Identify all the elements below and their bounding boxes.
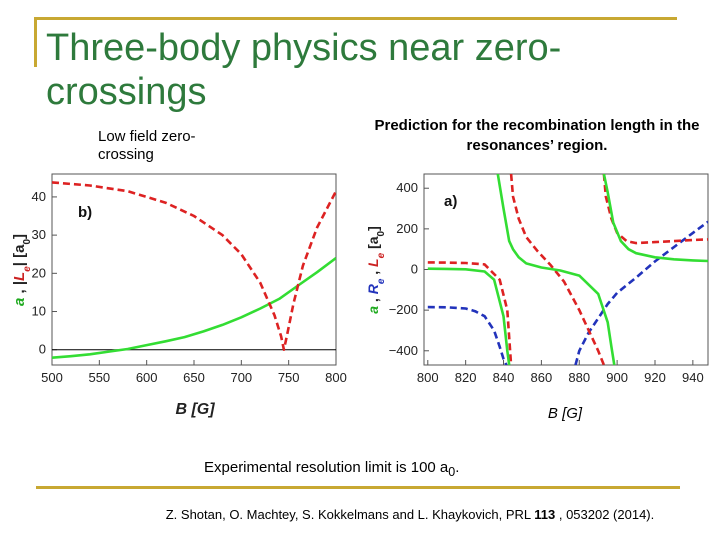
series-line-8 [602, 174, 708, 263]
chart-right: 800 820 840 860 880 900 920 940 −400 −200 0 200 400 a… [365, 173, 709, 422]
x-tick-label: 800 [325, 370, 347, 385]
panel-label: a) [444, 193, 457, 210]
x-tick-label: 750 [278, 370, 300, 385]
y-axis-label-part: R [365, 283, 381, 294]
x-tick-label: 800 [417, 370, 439, 385]
y-axis-label: a , Re , Le [a0] [365, 226, 387, 314]
x-tick-label: 840 [493, 370, 515, 385]
resolution-note-sub: 0 [448, 465, 456, 479]
y-axis-label-part: e [376, 278, 387, 284]
x-tick-label: 900 [606, 370, 628, 385]
series-group [52, 181, 336, 359]
series-line-7 [496, 174, 616, 365]
series-line-4 [509, 174, 606, 365]
y-tick-label: 30 [32, 227, 46, 242]
series-group [427, 174, 708, 365]
y-axis-label-part: L [365, 258, 381, 267]
x-tick-label: 700 [230, 370, 252, 385]
left-accent-bar [34, 17, 37, 67]
series-line-2 [52, 181, 336, 351]
x-axis-label: B [G] [548, 405, 583, 422]
y-tick-label: 10 [32, 304, 46, 319]
y-axis-label-part: , [365, 267, 381, 279]
y-axis-label-part: ] [11, 234, 28, 239]
y-tick-label: 40 [32, 189, 46, 204]
x-tick-label: 920 [644, 370, 666, 385]
series-line-1 [52, 256, 336, 359]
y-tick-label: −400 [389, 343, 418, 358]
series-line-2 [574, 220, 708, 365]
citation-volume: 113 [534, 507, 556, 522]
x-tick-label: 600 [136, 370, 158, 385]
series-line-1 [427, 305, 508, 365]
y-tick-label: 200 [396, 221, 418, 236]
y-axis-label: a , |Le| [a0] [11, 234, 33, 306]
y-tick-label: 0 [411, 262, 418, 277]
series-line-6 [427, 267, 511, 365]
y-tick-label: −200 [389, 302, 418, 317]
x-tick-label: 550 [88, 370, 110, 385]
y-axis-label-part: [a [365, 236, 381, 253]
x-tick-label: 940 [682, 370, 704, 385]
slide-title: Three-body physics near zero-crossings [46, 27, 562, 113]
y-axis-label-part: 0 [376, 230, 387, 236]
chart-left: 500 550 600 650 700 750 800 0 10 20 30 40 b) B [G] a ,… [11, 173, 347, 418]
panel-label: b) [78, 204, 92, 221]
resolution-note-text: Experimental resolution limit is 100 a [204, 459, 449, 476]
y-axis-label-part: L [11, 272, 28, 281]
x-tick-label: 880 [568, 370, 590, 385]
x-tick-label: 820 [455, 370, 477, 385]
series-line-5 [602, 174, 708, 245]
y-tick-label: 0 [39, 342, 46, 357]
y-tick-label: 400 [396, 180, 418, 195]
resolution-note-suffix: . [455, 459, 460, 476]
y-axis-label-part: e [376, 252, 387, 258]
citation-text: Z. Shotan, O. Machtey, S. Kokkelmans and… [165, 507, 535, 522]
y-axis-label-part: e [22, 266, 33, 272]
y-axis-label-part: | [a [11, 244, 28, 266]
x-tick-label: 860 [531, 370, 553, 385]
x-tick-label: 650 [183, 370, 205, 385]
citation: Z. Shotan, O. Machtey, S. Kokkelmans and… [110, 507, 710, 522]
y-axis-label-part: a [11, 298, 28, 306]
x-tick-label: 500 [41, 370, 63, 385]
x-axis-label: B [G] [175, 401, 215, 418]
subtitle-left: Low field zero-crossing [98, 128, 196, 162]
top-accent-bar [34, 17, 677, 20]
y-axis-label-part: a [365, 306, 381, 314]
subtitle-right: Prediction for the recombination length … [374, 117, 700, 154]
y-axis-label-part: 0 [22, 239, 33, 245]
y-axis-label-part: , [365, 294, 381, 306]
citation-suffix: , 053202 (2014). [555, 507, 655, 522]
y-axis-label-part: , | [11, 281, 28, 298]
plot-frame [51, 173, 337, 366]
bottom-accent-bar [36, 486, 680, 489]
y-axis-label-part: ] [365, 226, 381, 231]
series-line-3 [427, 261, 513, 365]
y-tick-label: 20 [32, 265, 46, 280]
resolution-note: Experimental resolution limit is 100 a0. [204, 458, 504, 482]
